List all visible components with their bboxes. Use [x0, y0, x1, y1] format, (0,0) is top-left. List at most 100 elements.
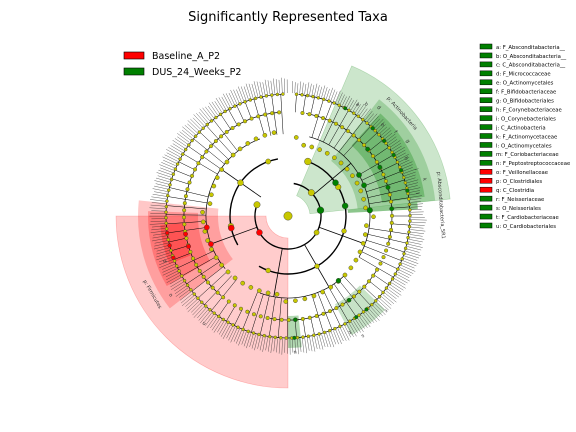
leaf-tick	[192, 117, 203, 128]
key-swatch	[479, 186, 493, 193]
leaf-tick	[377, 299, 389, 311]
leaf-tick	[236, 89, 242, 103]
leaf-tick	[164, 154, 178, 162]
tree-edge-spoke	[174, 169, 192, 178]
leaf-tick	[203, 312, 213, 324]
tree-edge-spoke	[313, 162, 352, 196]
leaf-tick	[406, 248, 420, 253]
leaf-tick	[410, 221, 426, 224]
leaf-tick	[408, 241, 422, 245]
tree-node	[164, 204, 169, 209]
leaf-tick	[408, 190, 420, 193]
leaf-tick	[243, 332, 249, 347]
clade-letter-label: a	[355, 102, 361, 109]
key-label: f: F_Bifidobacteriaceae	[496, 90, 556, 96]
tree-node	[361, 196, 366, 202]
leaf-tick	[156, 172, 172, 178]
tree-node	[181, 152, 185, 156]
tree-node	[256, 114, 261, 119]
tree-node	[283, 299, 289, 304]
leaf-tick	[323, 333, 329, 348]
leaf-tick	[197, 307, 207, 319]
leaf-tick	[275, 79, 278, 94]
leaf-tick	[159, 261, 174, 268]
tree-edge-spoke	[171, 245, 189, 252]
tree-node	[346, 129, 351, 134]
tree-node	[354, 180, 360, 186]
tree-edge-spoke	[323, 105, 341, 143]
leaf-tick	[233, 89, 240, 104]
tree-node	[183, 194, 188, 199]
leaf-tick	[170, 281, 185, 290]
tree-node	[183, 147, 188, 152]
leaf-tick	[410, 209, 422, 210]
clade-letter-label: g	[404, 138, 411, 144]
leaf-tick	[398, 269, 412, 276]
tree-node	[243, 119, 248, 124]
leaf-tick	[155, 177, 170, 183]
leaf-tick	[210, 316, 219, 329]
tree-node	[381, 172, 386, 177]
leaf-tick	[372, 118, 381, 127]
leaf-tick	[153, 245, 169, 250]
leaf-tick	[366, 113, 374, 122]
key-swatch	[479, 151, 493, 157]
tree-node	[223, 109, 227, 114]
tree-edge-spoke	[181, 256, 217, 277]
tree-node	[238, 306, 243, 311]
tree-node	[209, 192, 214, 198]
tree-node	[253, 96, 258, 101]
tree-edge-spoke	[277, 297, 282, 338]
tree-node	[172, 259, 177, 263]
tree-edge-spoke	[369, 228, 409, 235]
tree-node	[313, 229, 320, 236]
leaf-tick	[409, 236, 425, 240]
leaf-tick	[337, 92, 343, 104]
tree-edge-spoke	[328, 110, 349, 145]
tree-node	[243, 100, 247, 104]
tree-node	[226, 299, 231, 304]
leaf-tick	[236, 329, 242, 344]
leaf-tick	[241, 331, 247, 345]
key-label: k: F_Actinomycetaceae	[496, 134, 557, 140]
leaf-tick	[226, 325, 233, 339]
tree-node	[264, 94, 269, 98]
leaf-tick	[177, 133, 190, 143]
tree-node	[257, 288, 262, 293]
legend-swatch	[123, 67, 145, 76]
tree-node	[307, 112, 312, 117]
leaf-tick	[328, 332, 335, 348]
leaf-tick	[202, 107, 212, 120]
leaf-tick	[150, 220, 166, 222]
tree-edge-spoke	[391, 223, 410, 226]
tree-edge-spoke	[364, 245, 402, 261]
tree-edge-spoke	[199, 131, 229, 160]
leaf-tick	[356, 103, 365, 115]
tree-edge-spoke	[343, 126, 371, 156]
leaf-tick	[410, 203, 424, 206]
tree-node	[395, 160, 400, 164]
leaf-tick	[399, 267, 414, 274]
tree-node	[192, 292, 196, 296]
leaf-tick	[270, 338, 273, 353]
tree-node	[328, 328, 332, 333]
leaf-tick	[397, 154, 409, 161]
biomarker-node-green	[292, 335, 297, 340]
leaf-tick	[154, 242, 169, 247]
leaf-tick	[355, 318, 364, 332]
leaf-tick	[384, 132, 393, 140]
leaf-tick	[149, 223, 166, 225]
leaf-tick	[410, 201, 421, 203]
tree-node	[185, 283, 190, 287]
tree-node	[305, 93, 310, 98]
leaf-tick	[149, 207, 166, 209]
tree-node	[342, 272, 348, 278]
key-swatch	[479, 88, 493, 94]
tree-node	[180, 274, 184, 278]
leaf-tick	[273, 338, 276, 352]
leaf-tick	[316, 85, 320, 97]
tree-node	[231, 323, 235, 327]
tree-node	[393, 272, 398, 276]
leaf-tick	[382, 130, 392, 138]
tree-node	[309, 144, 315, 150]
